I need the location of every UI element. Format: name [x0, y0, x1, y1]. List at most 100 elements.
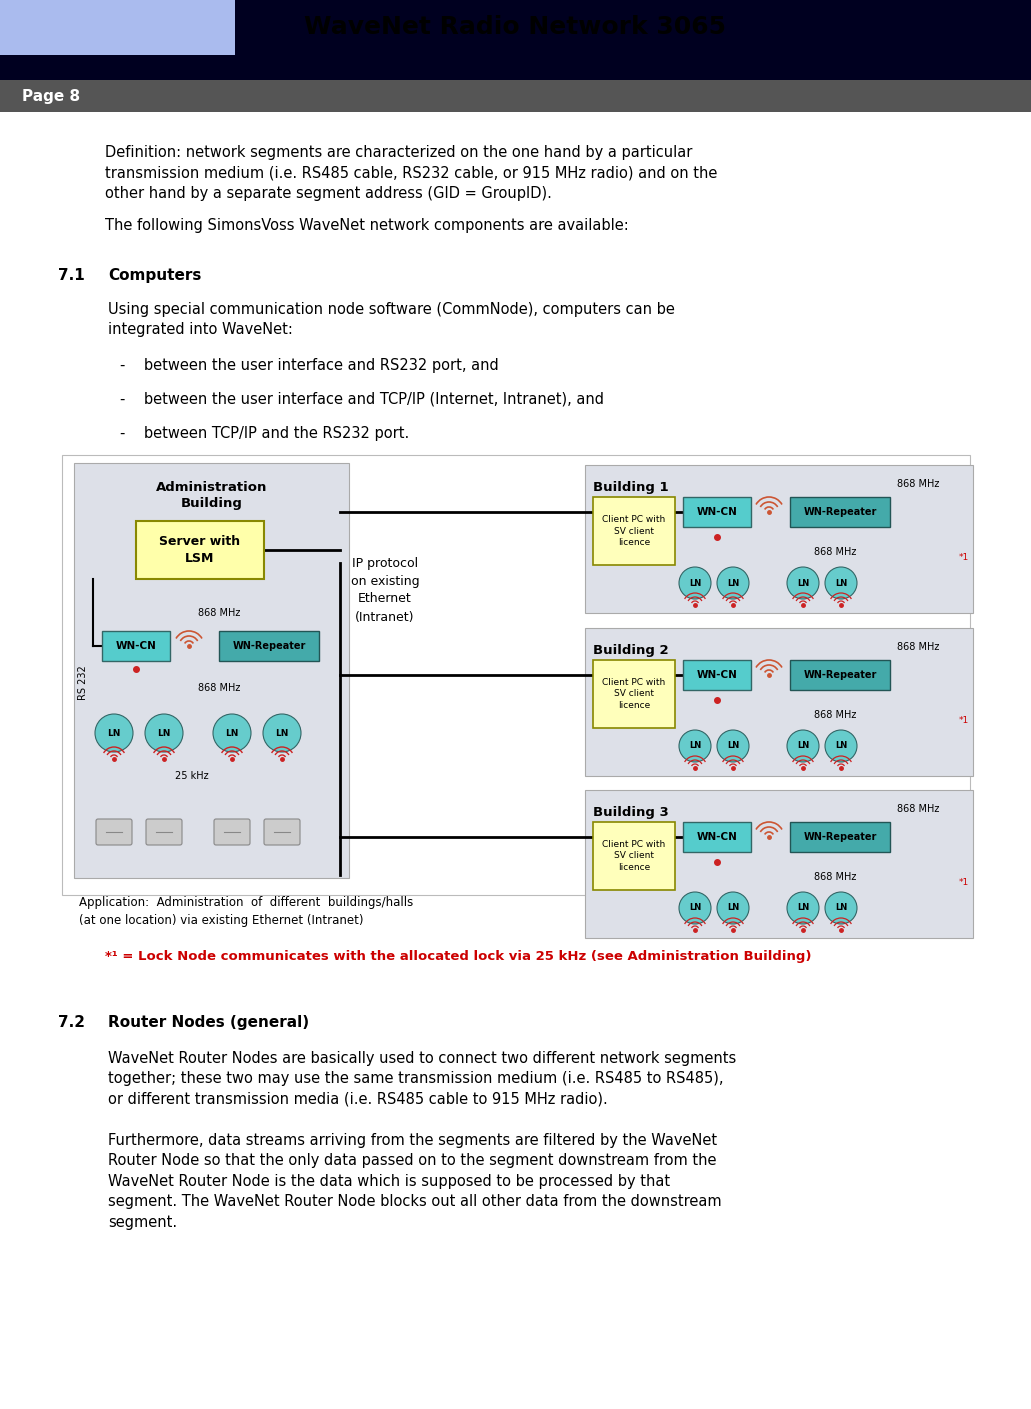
Text: LN: LN	[107, 728, 121, 737]
Text: Definition: network segments are characterized on the one hand by a particular
t: Definition: network segments are charact…	[105, 145, 718, 201]
Text: 25 kHz: 25 kHz	[175, 771, 209, 781]
Text: LN: LN	[835, 579, 847, 588]
Text: WaveNet Radio Network 3065: WaveNet Radio Network 3065	[304, 15, 726, 39]
Text: WN-CN: WN-CN	[697, 671, 737, 681]
Text: WN-CN: WN-CN	[697, 507, 737, 517]
Circle shape	[679, 730, 711, 762]
Bar	[593, 821, 675, 890]
Text: WN-Repeater: WN-Repeater	[232, 641, 305, 651]
Text: Application:  Administration  of  different  buildings/halls: Application: Administration of different…	[79, 896, 413, 909]
Bar	[235, 0, 1031, 55]
Text: -    between the user interface and TCP/IP (Internet, Intranet), and: - between the user interface and TCP/IP …	[120, 392, 604, 407]
Text: WN-Repeater: WN-Repeater	[803, 831, 876, 843]
Circle shape	[679, 566, 711, 599]
Bar	[62, 455, 970, 895]
Text: LN: LN	[797, 903, 809, 913]
Text: IP protocol
on existing
Ethernet
(Intranet): IP protocol on existing Ethernet (Intran…	[351, 557, 420, 624]
Text: LN: LN	[226, 728, 239, 737]
Text: *1: *1	[959, 552, 969, 562]
Text: (at one location) via existing Ethernet (Intranet): (at one location) via existing Ethernet …	[79, 914, 364, 927]
Bar	[585, 628, 973, 776]
Circle shape	[787, 566, 819, 599]
Text: LN: LN	[158, 728, 171, 737]
Bar	[683, 659, 751, 690]
Text: LN: LN	[689, 903, 701, 913]
Text: LN: LN	[797, 579, 809, 588]
Text: RS 232: RS 232	[640, 504, 675, 514]
Text: 868 MHz: 868 MHz	[897, 643, 939, 652]
Text: -    between TCP/IP and the RS232 port.: - between TCP/IP and the RS232 port.	[120, 426, 409, 441]
Bar	[790, 497, 890, 527]
Text: Computers: Computers	[108, 268, 201, 283]
Text: 868 MHz: 868 MHz	[897, 479, 939, 489]
Bar	[0, 0, 1031, 55]
Text: 868 MHz: 868 MHz	[813, 547, 856, 557]
Circle shape	[787, 892, 819, 924]
Circle shape	[263, 714, 301, 752]
Text: 868 MHz: 868 MHz	[198, 609, 240, 619]
Text: Building 1: Building 1	[593, 480, 669, 495]
FancyBboxPatch shape	[146, 819, 182, 845]
Text: *1: *1	[959, 878, 969, 888]
Text: Client PC with
SV client
licence: Client PC with SV client licence	[602, 516, 666, 547]
Bar	[683, 497, 751, 527]
Text: *1: *1	[959, 716, 969, 726]
Text: LN: LN	[797, 741, 809, 751]
Text: LN: LN	[835, 741, 847, 751]
Text: WN-CN: WN-CN	[697, 831, 737, 843]
Bar	[136, 521, 264, 579]
Bar	[219, 631, 319, 661]
Bar	[0, 55, 1031, 80]
Bar	[683, 821, 751, 852]
Text: LN: LN	[275, 728, 289, 737]
Bar	[102, 631, 170, 661]
FancyBboxPatch shape	[96, 819, 132, 845]
Circle shape	[213, 714, 251, 752]
Bar	[0, 80, 1031, 111]
Text: 868 MHz: 868 MHz	[813, 872, 856, 882]
FancyBboxPatch shape	[264, 819, 300, 845]
Text: 868 MHz: 868 MHz	[198, 683, 240, 693]
Bar	[74, 464, 350, 878]
Text: LN: LN	[689, 579, 701, 588]
Bar	[790, 821, 890, 852]
Circle shape	[787, 730, 819, 762]
Text: Using special communication node software (CommNode), computers can be
integrate: Using special communication node softwar…	[108, 302, 675, 337]
Text: WN-Repeater: WN-Repeater	[803, 671, 876, 681]
Circle shape	[679, 892, 711, 924]
Circle shape	[95, 714, 133, 752]
Text: WN-Repeater: WN-Repeater	[803, 507, 876, 517]
Text: WaveNet Router Nodes are basically used to connect two different network segment: WaveNet Router Nodes are basically used …	[108, 1051, 736, 1107]
Text: 7.1: 7.1	[58, 268, 85, 283]
Text: LN: LN	[835, 903, 847, 913]
Text: The following SimonsVoss WaveNet network components are available:: The following SimonsVoss WaveNet network…	[105, 218, 629, 232]
Text: Building 3: Building 3	[593, 806, 669, 819]
Text: LN: LN	[727, 741, 739, 751]
Bar	[790, 659, 890, 690]
Circle shape	[717, 566, 749, 599]
Text: LN: LN	[727, 579, 739, 588]
Text: Client PC with
SV client
licence: Client PC with SV client licence	[602, 840, 666, 872]
FancyBboxPatch shape	[214, 819, 250, 845]
Text: 868 MHz: 868 MHz	[813, 710, 856, 720]
Text: RS 232: RS 232	[640, 828, 675, 838]
Bar	[585, 465, 973, 613]
Text: RS 232: RS 232	[78, 665, 88, 700]
Circle shape	[825, 730, 857, 762]
Text: Building: Building	[180, 497, 242, 510]
Text: 868 MHz: 868 MHz	[897, 805, 939, 814]
Text: Page 8: Page 8	[22, 89, 80, 103]
Text: Building 2: Building 2	[593, 644, 669, 657]
Text: RS 232: RS 232	[640, 666, 675, 676]
Text: -    between the user interface and RS232 port, and: - between the user interface and RS232 p…	[120, 358, 499, 373]
Bar	[593, 659, 675, 728]
Circle shape	[825, 892, 857, 924]
Text: Furthermore, data streams arriving from the segments are filtered by the WaveNet: Furthermore, data streams arriving from …	[108, 1133, 722, 1230]
Circle shape	[717, 730, 749, 762]
Circle shape	[825, 566, 857, 599]
Circle shape	[717, 892, 749, 924]
Text: *¹ = Lock Node communicates with the allocated lock via 25 kHz (see Administrati: *¹ = Lock Node communicates with the all…	[105, 950, 811, 962]
Text: LN: LN	[727, 903, 739, 913]
Text: Server with
LSM: Server with LSM	[160, 535, 240, 565]
Text: Client PC with
SV client
licence: Client PC with SV client licence	[602, 678, 666, 710]
